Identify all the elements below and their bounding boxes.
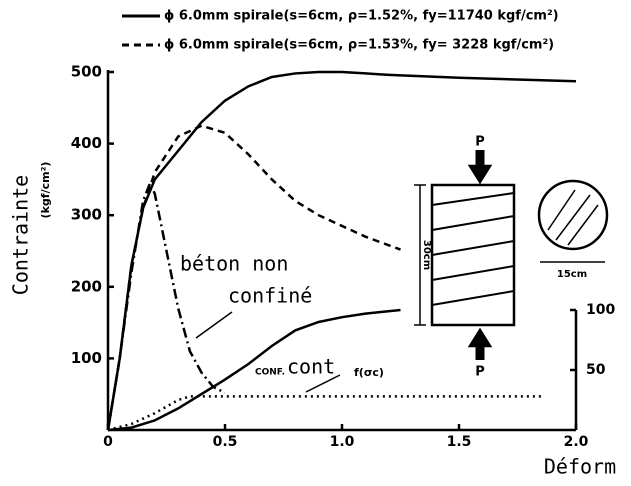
series-line [106, 70, 577, 431]
x-tick-label: 1.5 [447, 434, 472, 450]
series-line [107, 308, 401, 432]
legend-label: ϕ 6.0mm spirale(s=6cm, ρ=1.52%, fy=11740… [164, 9, 559, 24]
annotation: cont [287, 355, 335, 379]
annotation: 15cm [557, 269, 587, 280]
annotation: confiné [228, 284, 312, 308]
y-tick-label: 200 [71, 277, 102, 295]
inset-diagram [195, 150, 609, 393]
y-tick-label: 500 [71, 63, 102, 81]
annotation: P [475, 135, 485, 150]
x-tick-label: 0.5 [213, 434, 238, 450]
x-tick-label: 0 [103, 434, 113, 450]
y2-tick-label: 50 [586, 362, 606, 378]
y-axis-label: Contrainte [9, 175, 33, 295]
annotation: 30cm [421, 240, 432, 270]
series-line [106, 179, 226, 431]
annotation: P [475, 365, 485, 380]
series-line [106, 124, 401, 431]
annotation: CONF. [255, 368, 285, 378]
y-axis-unit: (kgf/cm²) [39, 162, 52, 219]
legend-label: ϕ 6.0mm spirale(s=6cm, ρ=1.53%, fy= 3228… [164, 38, 554, 53]
annotation: béton non [180, 252, 288, 276]
annotation: f(σc) [354, 366, 384, 379]
y2-tick-label: 100 [586, 302, 615, 318]
y-tick-label: 100 [71, 349, 102, 367]
y-tick-label: 400 [71, 134, 102, 152]
x-tick-label: 2.0 [564, 434, 589, 450]
y-tick-label: 300 [71, 206, 102, 224]
x-axis-label: Déform [544, 455, 616, 479]
series-line [107, 395, 541, 432]
x-tick-label: 1.0 [330, 434, 355, 450]
